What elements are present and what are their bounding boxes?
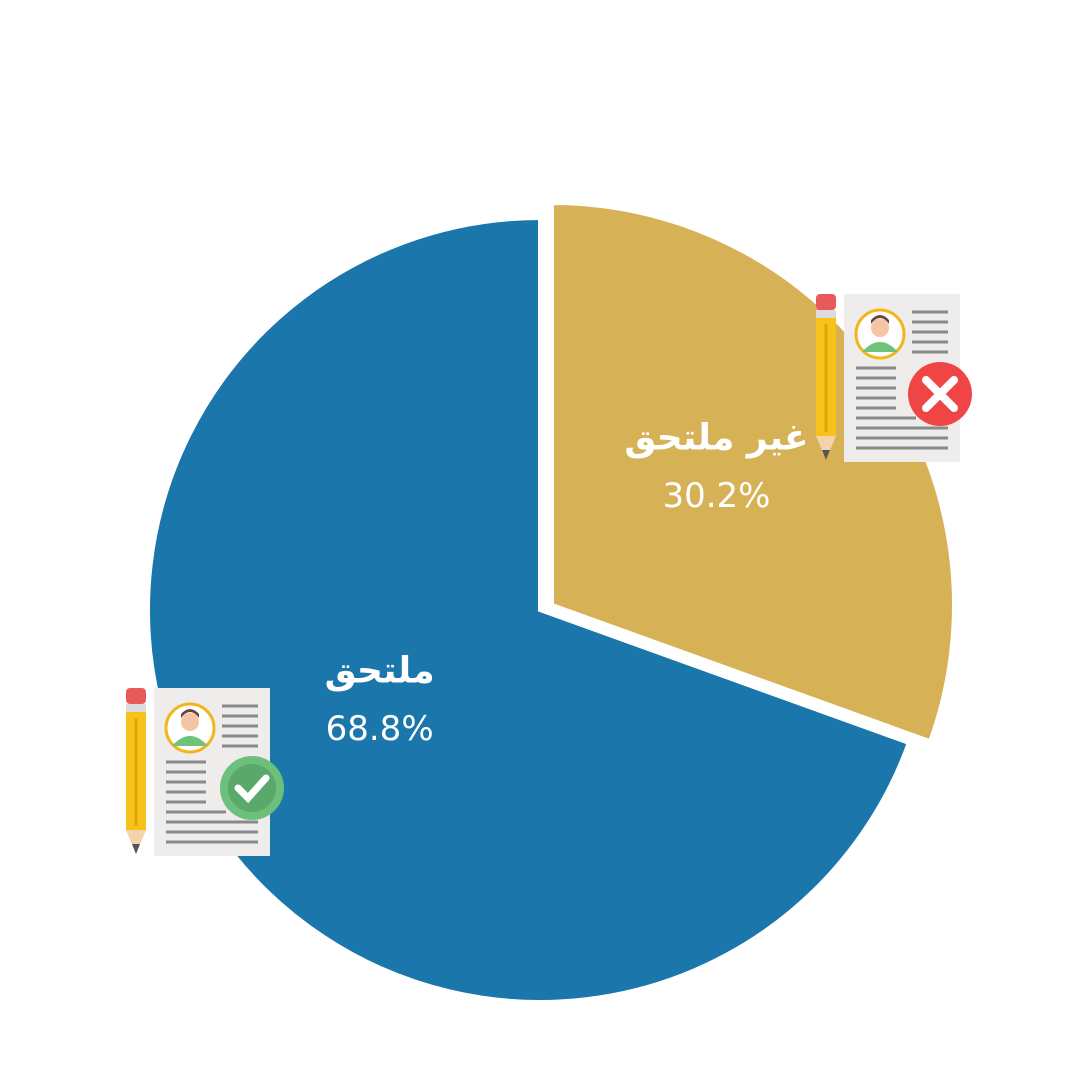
slice-value: 30.2%: [662, 476, 770, 516]
enrolled-icon: [124, 686, 284, 858]
not-enrolled-icon: [814, 292, 972, 464]
slice-name: ملتحق: [325, 651, 435, 692]
pie: [146, 200, 956, 1004]
slice-value: 68.8%: [326, 709, 434, 749]
slice-name: غير ملتحق: [624, 417, 808, 458]
